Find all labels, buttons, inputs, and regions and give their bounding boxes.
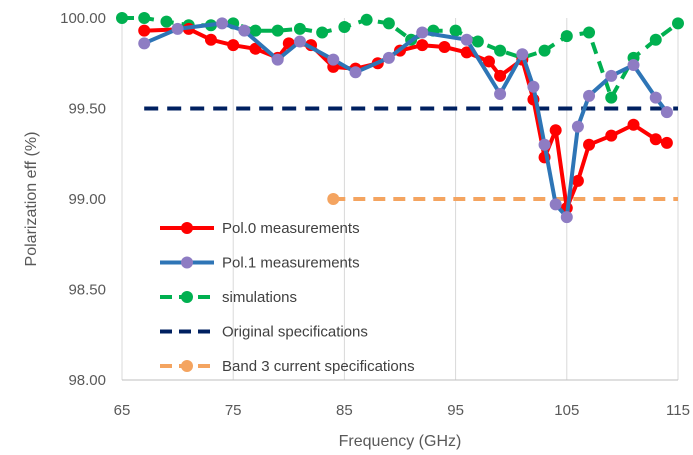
data-point <box>571 120 584 133</box>
data-point <box>571 174 584 187</box>
data-point <box>583 138 596 151</box>
data-point <box>416 26 429 39</box>
data-point <box>382 51 395 64</box>
data-point <box>227 39 240 52</box>
x-tick-label: 85 <box>336 402 353 419</box>
series-simulations <box>116 12 684 104</box>
legend-item: Original specifications <box>160 324 368 341</box>
x-tick-label: 75 <box>225 402 242 419</box>
data-point <box>660 136 673 149</box>
series-line <box>144 26 668 210</box>
y-tick-label: 100.00 <box>60 10 106 27</box>
data-point <box>349 66 362 79</box>
x-tick-label: 105 <box>554 402 579 419</box>
data-point <box>516 48 529 61</box>
data-point <box>649 33 662 46</box>
data-point <box>171 22 184 35</box>
data-point <box>438 40 451 53</box>
data-point <box>583 89 596 102</box>
data-point <box>138 24 151 37</box>
series-pol-0-measurements <box>138 22 673 215</box>
data-point <box>605 91 618 104</box>
data-point <box>549 124 562 137</box>
data-point <box>627 118 640 131</box>
legend: Pol.0 measurements Pol.1 measurements simu… <box>160 220 415 375</box>
data-point <box>649 91 662 104</box>
data-point <box>527 80 540 93</box>
legend-label: Original specifications <box>222 324 368 341</box>
data-point <box>538 44 551 57</box>
tick-labels: 65 75 85 95 105 115 98.00 98.50 99.00 99.50 100.00 <box>60 10 690 419</box>
series-line <box>122 16 680 100</box>
data-point <box>338 21 351 34</box>
legend-item: Band 3 current specifications <box>160 358 415 375</box>
data-point <box>549 198 562 211</box>
x-tick-label: 115 <box>666 402 690 419</box>
data-point <box>327 53 340 66</box>
data-point <box>560 30 573 43</box>
data-point <box>471 35 484 48</box>
data-point <box>649 133 662 146</box>
legend-label: Pol.1 measurements <box>222 255 360 272</box>
legend-label: Band 3 current specifications <box>222 358 415 375</box>
data-point <box>494 88 507 101</box>
series-band-3-current-specifications <box>327 193 678 205</box>
data-point <box>138 12 151 24</box>
data-point <box>583 26 596 39</box>
data-point <box>460 46 473 59</box>
data-point <box>204 33 217 46</box>
y-tick-label: 99.00 <box>68 191 106 208</box>
data-point <box>460 33 473 46</box>
y-tick-label: 99.50 <box>68 101 106 118</box>
data-point <box>271 53 284 66</box>
data-point <box>605 129 618 142</box>
data-point <box>327 193 340 205</box>
data-point <box>249 42 262 55</box>
data-point <box>494 44 507 57</box>
data-point <box>360 13 373 26</box>
y-tick-label: 98.50 <box>68 282 106 299</box>
x-axis-title: Frequency (GHz) <box>339 433 462 450</box>
data-point <box>382 17 395 30</box>
data-point <box>216 17 229 30</box>
legend-label: Pol.0 measurements <box>222 220 360 237</box>
data-point <box>494 69 507 82</box>
y-axis-title: Polarization eff (%) <box>23 132 40 267</box>
data-point <box>238 24 251 37</box>
data-point <box>249 24 262 37</box>
legend-label: simulations <box>222 289 297 306</box>
data-point <box>160 15 173 28</box>
data-point <box>293 22 306 35</box>
data-point <box>627 59 640 72</box>
data-point <box>416 39 429 52</box>
data-point <box>672 17 684 30</box>
y-tick-label: 98.00 <box>68 372 106 389</box>
data-series <box>116 12 684 224</box>
legend-item: Pol.0 measurements <box>160 220 360 237</box>
data-point <box>138 37 151 50</box>
data-point <box>293 35 306 48</box>
data-point <box>605 69 618 82</box>
series-pol-1-measurements <box>138 17 673 224</box>
legend-marker <box>181 256 193 269</box>
x-tick-label: 65 <box>114 402 131 419</box>
data-point <box>538 138 551 151</box>
data-point <box>271 24 284 37</box>
legend-item: simulations <box>160 289 297 306</box>
data-point <box>116 12 128 24</box>
legend-marker <box>181 291 193 303</box>
data-point <box>316 26 329 39</box>
legend-item: Pol.1 measurements <box>160 255 360 272</box>
data-point <box>449 24 462 37</box>
data-point <box>560 211 573 224</box>
data-point <box>482 55 495 68</box>
legend-marker <box>181 360 193 372</box>
legend-marker <box>181 222 193 234</box>
x-tick-label: 95 <box>447 402 464 419</box>
data-point <box>660 106 673 119</box>
